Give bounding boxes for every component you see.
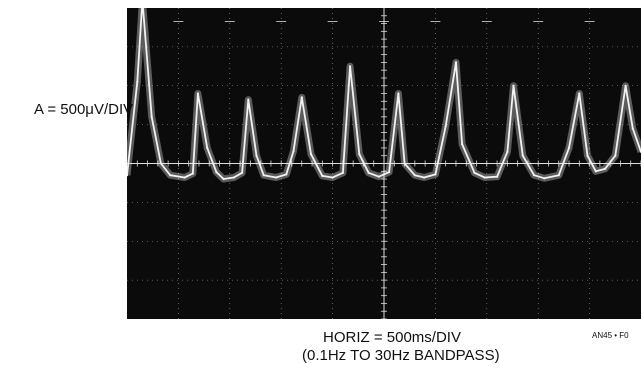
trace-point: [521, 154, 524, 157]
trace-point: [578, 92, 581, 95]
trace-point: [232, 176, 235, 179]
trace-point: [292, 150, 295, 153]
trace-point: [533, 174, 536, 177]
trace-point: [496, 175, 499, 178]
trace-point: [454, 61, 458, 64]
trace-point: [483, 176, 486, 179]
trace-point: [586, 154, 589, 157]
trace-line: [127, 8, 641, 180]
trace-point: [461, 143, 464, 146]
trace-point: [423, 176, 426, 179]
trace-point: [434, 173, 437, 176]
trace-point: [349, 65, 352, 68]
horizontal-scale-label: HORIZ = 500ms/DIV: [323, 329, 461, 346]
trace-point: [341, 171, 344, 174]
trace-point: [127, 174, 129, 177]
trace-point: [247, 98, 250, 101]
trace-point: [506, 150, 509, 153]
oscilloscope-screen: [127, 8, 641, 319]
trace-point: [241, 171, 244, 174]
trace-point: [367, 171, 370, 174]
trace-point: [444, 125, 447, 128]
trace-point: [557, 174, 560, 177]
trace-point: [624, 84, 627, 87]
trace-point: [169, 174, 172, 177]
trace-point: [321, 174, 324, 177]
graticule: [127, 8, 641, 319]
trace-point: [603, 167, 607, 170]
trace-point: [614, 154, 617, 157]
trace-point: [331, 176, 334, 179]
trace-point: [397, 92, 400, 95]
trace-point: [631, 127, 634, 130]
trace-point: [262, 174, 265, 177]
trace-point: [285, 173, 288, 176]
trace-point: [300, 96, 303, 99]
trace-point: [183, 176, 186, 179]
trace-point: [567, 146, 571, 149]
trace-point: [388, 171, 391, 174]
trace-point: [413, 174, 416, 177]
trace-point: [275, 176, 278, 179]
horizontal-scale-caption: HORIZ = 500ms/DIV (0.1Hz TO 30Hz BANDPAS…: [302, 329, 500, 365]
trace-point: [512, 84, 515, 87]
trace-point: [543, 177, 546, 180]
trace-point: [309, 153, 313, 156]
trace-point: [222, 177, 225, 181]
trace-point: [377, 175, 380, 178]
trace-point: [358, 153, 361, 156]
bandpass-label: (0.1Hz TO 30Hz BANDPASS): [302, 347, 500, 364]
trace-point: [136, 80, 139, 83]
trace-point: [196, 92, 199, 95]
signal-trace: [127, 8, 641, 183]
trace-point: [206, 146, 209, 149]
vertical-scale-label: A = 500μV/DIV: [34, 101, 134, 118]
trace-point: [403, 162, 406, 165]
figure-id-label: AN45 • F0: [592, 331, 629, 340]
trace-point: [255, 154, 258, 157]
trace-point: [473, 171, 476, 174]
trace-point: [159, 162, 162, 165]
trace-point: [215, 171, 218, 174]
trace-point: [150, 115, 153, 118]
trace-point: [594, 170, 597, 173]
trace-point: [191, 172, 194, 175]
